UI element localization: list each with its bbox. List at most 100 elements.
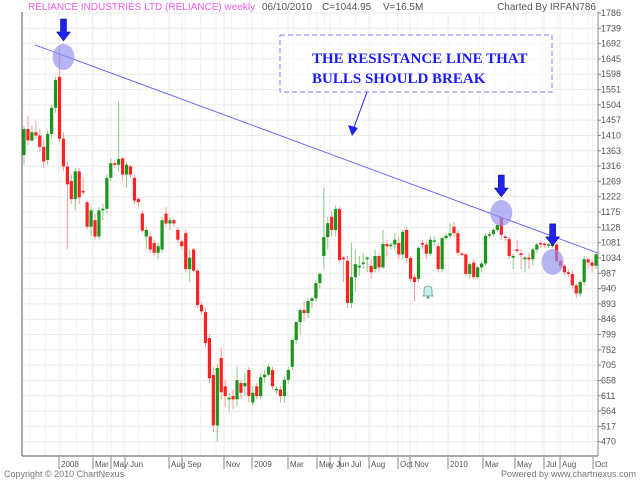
candle — [468, 262, 472, 279]
candle — [302, 301, 306, 322]
y-tick-label: 893 — [601, 299, 616, 309]
candle-body — [527, 257, 531, 260]
candle — [144, 226, 148, 250]
candle-body — [440, 238, 444, 270]
y-tick-label: 611 — [601, 391, 615, 401]
x-tick-label: 2008 — [61, 460, 79, 469]
candle-body — [594, 254, 598, 266]
candle-body — [515, 249, 519, 252]
candle-body — [507, 239, 511, 257]
candle — [472, 259, 476, 279]
candle — [97, 207, 101, 240]
candle — [314, 280, 318, 302]
candle-body — [89, 210, 93, 227]
candle — [334, 205, 338, 237]
candle-body — [314, 283, 318, 299]
candle — [531, 247, 535, 266]
candle-body — [432, 240, 436, 242]
candle-body — [341, 257, 346, 260]
x-tick-label: Oct — [595, 460, 608, 469]
y-tick-label: 564 — [601, 406, 616, 416]
candle-body — [69, 181, 73, 200]
candles — [22, 47, 598, 442]
candle-body — [436, 246, 440, 270]
candle — [345, 256, 350, 309]
x-tick-label: Jul — [546, 460, 556, 469]
candle — [38, 128, 42, 152]
candle — [440, 236, 444, 273]
candle-body — [235, 380, 239, 400]
candle — [160, 216, 164, 253]
close-price: C=1044.95 — [322, 2, 372, 13]
candle-body — [353, 264, 357, 278]
candle — [322, 187, 326, 270]
candle-body — [487, 234, 492, 236]
candle — [381, 229, 385, 270]
x-tick-label: Nov — [226, 460, 240, 469]
candle — [199, 301, 204, 315]
candle — [164, 207, 168, 227]
candle — [527, 252, 531, 270]
candle-body — [503, 236, 507, 238]
y-tick-label: 1692 — [601, 39, 621, 49]
candle-body — [184, 233, 188, 270]
candle — [188, 249, 192, 283]
candle — [227, 392, 231, 413]
candle — [73, 168, 77, 211]
candle — [34, 120, 38, 139]
candle — [223, 379, 227, 406]
candle — [259, 373, 263, 400]
candle-body — [42, 146, 46, 162]
x-tick-label: Aug — [171, 460, 185, 469]
candle — [357, 256, 361, 276]
y-tick-label: 1363 — [601, 146, 621, 156]
candle — [235, 366, 239, 406]
candle-body — [148, 236, 152, 250]
candle-body — [132, 177, 137, 201]
candle-body — [195, 270, 200, 305]
y-tick-label: 1551 — [601, 85, 621, 95]
candle-body — [412, 277, 417, 283]
candle — [294, 321, 298, 344]
candle-body — [393, 239, 397, 245]
candle-body — [385, 243, 389, 247]
candle-body — [128, 166, 133, 175]
candle-body — [156, 246, 160, 253]
candle-body — [77, 171, 81, 198]
x-tick-label: Nov — [414, 460, 428, 469]
candle — [22, 125, 26, 165]
candle — [298, 308, 302, 335]
candle — [46, 130, 50, 165]
candle — [168, 216, 172, 230]
candle-body — [97, 210, 101, 237]
y-tick-label: 658 — [601, 375, 616, 385]
candle-body — [519, 253, 523, 256]
candle — [89, 207, 93, 237]
y-tick-label: 1504 — [601, 100, 621, 110]
candle-body — [93, 220, 97, 237]
candle-body — [543, 243, 547, 246]
chart-title: RELIANCE INDUSTRIES LTD (RELIANCE) weekl… — [28, 2, 255, 13]
candle — [330, 210, 334, 237]
y-tick-label: 1457 — [601, 115, 621, 125]
candle-body — [180, 241, 184, 247]
powered-by-link[interactable]: Powered by www.chartnexus.com — [501, 469, 636, 479]
x-tick-label: Sep — [187, 460, 202, 469]
candle-body — [243, 383, 247, 387]
candle-body — [349, 277, 354, 303]
candle — [511, 254, 515, 270]
candle-body — [365, 257, 369, 260]
candle-body — [416, 247, 421, 279]
y-tick-label: 1645 — [601, 54, 621, 64]
chart-date: 06/10/2010 — [262, 2, 312, 13]
candle-body — [373, 256, 377, 270]
candle-body — [586, 259, 590, 263]
candle — [547, 242, 551, 248]
candle-body — [377, 256, 381, 268]
candle-body — [219, 357, 223, 393]
candle-body — [282, 379, 286, 397]
candle — [247, 366, 251, 403]
x-tick-label: Jul — [351, 460, 361, 469]
candle — [152, 239, 156, 257]
candle-body — [247, 370, 251, 397]
